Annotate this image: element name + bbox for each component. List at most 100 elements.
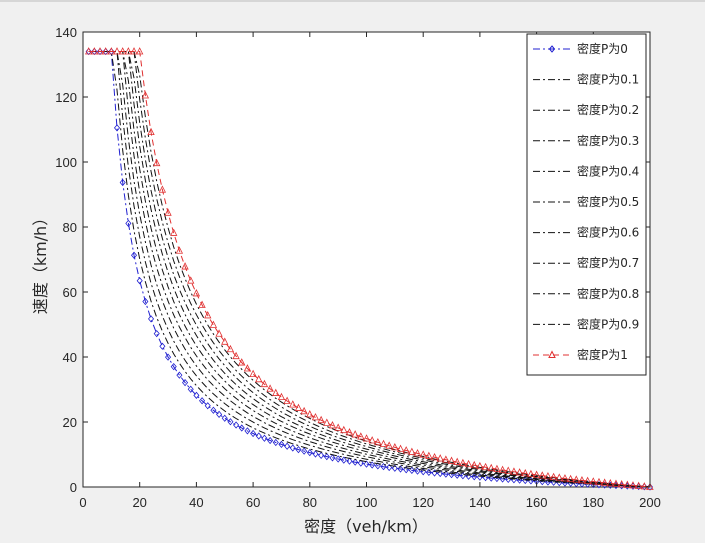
data-point [402, 446, 410, 454]
data-point [311, 412, 320, 421]
legend-item: 密度P为0.9 [533, 316, 639, 331]
data-point [158, 185, 167, 193]
data-point [464, 459, 473, 468]
data-point [289, 444, 296, 452]
data-point [216, 410, 223, 419]
data-point [391, 443, 399, 451]
data-point [226, 344, 235, 353]
data-point [442, 455, 450, 463]
data-point [561, 474, 569, 482]
data-point [233, 421, 240, 429]
data-point [527, 469, 535, 478]
legend-marker [548, 45, 556, 53]
data-point [294, 403, 303, 411]
data-point [357, 432, 365, 440]
data-point [578, 476, 586, 484]
data-point [90, 47, 98, 55]
data-point [363, 460, 370, 468]
data-point [306, 448, 313, 457]
data-point [583, 476, 592, 484]
x-tick-label: 0 [79, 495, 86, 510]
data-point [165, 353, 172, 361]
data-point [403, 466, 410, 474]
data-point [107, 47, 115, 55]
data-point [85, 47, 93, 55]
data-point [555, 473, 563, 481]
x-tick-label: 180 [582, 495, 604, 510]
data-point [272, 388, 280, 396]
data-point [629, 481, 637, 489]
legend-label: 密度P为0.1 [577, 72, 639, 87]
data-point [459, 458, 467, 467]
legend-label: 密度P为0.9 [577, 316, 639, 331]
series-line [88, 51, 651, 488]
data-point [300, 406, 308, 415]
data-point [379, 439, 388, 447]
legend-label: 密度P为0.7 [577, 255, 639, 270]
data-point [544, 471, 552, 480]
data-point [278, 440, 285, 449]
x-tick-label: 200 [639, 495, 661, 510]
data-point [640, 482, 648, 490]
y-axis-label: 速度（km/h） [31, 210, 50, 314]
data-point [193, 391, 200, 399]
data-point [244, 427, 251, 435]
data-point [345, 428, 354, 436]
data-point [334, 423, 342, 431]
data-point [170, 363, 177, 371]
data-point [136, 47, 144, 55]
legend-box [526, 33, 647, 376]
data-point [436, 454, 444, 462]
data-point [255, 432, 262, 440]
data-point [130, 47, 138, 55]
data-point [425, 468, 432, 476]
x-tick-label: 60 [246, 495, 260, 510]
data-point [515, 468, 524, 476]
data-point [606, 478, 614, 487]
data-point [618, 480, 626, 488]
series-layer [85, 47, 654, 491]
legend-item: 密度P为0.7 [533, 255, 639, 270]
data-point [532, 470, 541, 478]
x-tick-label: 100 [356, 495, 378, 510]
data-point [148, 315, 155, 323]
data-point [498, 465, 507, 473]
data-point [209, 320, 218, 328]
data-point [419, 450, 427, 458]
axis-ticks: 0 20 40 60 80 100 120 140 160 180 200 0 20 40 60 80 100 1… [55, 25, 661, 510]
legend-item: 密度P为1 [533, 347, 628, 362]
data-point [408, 447, 416, 455]
y-tick-label: 100 [55, 155, 77, 170]
legend-item: 密度P为0.6 [533, 225, 639, 240]
x-axis-label: 密度（veh/km） [304, 517, 428, 536]
data-point [147, 127, 155, 136]
legend-label: 密度P为0 [577, 41, 628, 56]
data-point [635, 481, 643, 489]
data-point [493, 464, 501, 473]
data-point [566, 474, 575, 483]
data-point [430, 452, 439, 461]
data-point [102, 47, 110, 55]
legend-label: 密度P为0.3 [577, 133, 639, 148]
data-point [96, 47, 104, 55]
data-point [277, 392, 286, 401]
y-tick-label: 140 [55, 25, 77, 40]
data-point [352, 458, 359, 466]
data-point [182, 378, 189, 387]
data-point [124, 47, 133, 55]
data-point [136, 277, 143, 285]
data-point [306, 410, 314, 418]
data-point [442, 470, 449, 478]
data-point [272, 438, 279, 447]
data-point [284, 442, 291, 450]
data-point [340, 425, 348, 434]
legend-label: 密度P为1 [577, 347, 628, 362]
data-point [238, 358, 246, 366]
data-point [119, 47, 127, 55]
legend-label: 密度P为0.4 [577, 163, 639, 178]
data-point [204, 402, 211, 410]
series-0.2 [88, 51, 651, 488]
data-point [362, 434, 371, 442]
data-point [255, 374, 263, 383]
